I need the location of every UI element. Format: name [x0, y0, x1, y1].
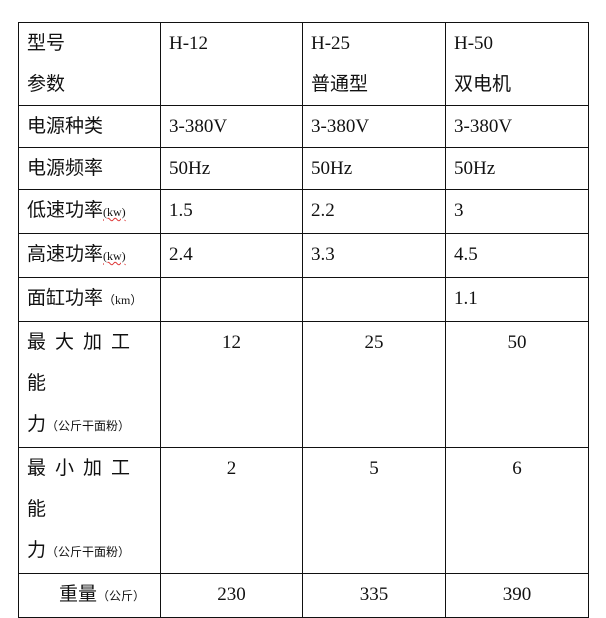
cell: 6 [445, 447, 589, 574]
cell: 4.5 [445, 233, 589, 278]
model-sub: 普通型 [311, 74, 369, 95]
model-cell: H-50 双电机 [445, 22, 589, 106]
table-row: 面缸功率（km） 1.1 [18, 277, 589, 322]
cell: 335 [302, 573, 446, 618]
unit: （km） [103, 293, 143, 307]
cell [302, 277, 446, 322]
cell: 50Hz [445, 147, 589, 190]
cell: 3-380V [445, 105, 589, 148]
cell: 5 [302, 447, 446, 574]
cell: 50 [445, 321, 589, 448]
cell [160, 277, 303, 322]
header-label-cell: 型号 参数 [18, 22, 161, 106]
cell: 2.2 [302, 189, 446, 234]
spec-table: 型号参数 H-12 H-25 普通型 H-50 双电机 电源种类 3-380V 3-… [18, 22, 589, 618]
cell: 1.5 [160, 189, 303, 234]
cell: 50Hz [160, 147, 303, 190]
row-label: 最大加工能 力（公斤干面粉） [18, 321, 161, 448]
row-label: 电源频率 [18, 147, 161, 190]
table-row: 低速功率(kw) 1.5 2.2 3 [18, 189, 589, 234]
unit: (kw) [103, 205, 126, 219]
cell: 2 [160, 447, 303, 574]
table-row: 高速功率(kw) 2.4 3.3 4.5 [18, 233, 589, 278]
table-row: 电源频率 50Hz 50Hz 50Hz [18, 147, 589, 190]
cell: 50Hz [302, 147, 446, 190]
unit: （公斤干面粉） [46, 545, 131, 559]
cell: 12 [160, 321, 303, 448]
table-row: 重量（公斤） 230 335 390 [18, 573, 589, 618]
cell: 3-380V [302, 105, 446, 148]
table-row: 最小加工能 力（公斤干面粉） 2 5 6 [18, 447, 589, 574]
model-name: H-12 [169, 33, 209, 54]
model-cell: H-25 普通型 [302, 22, 446, 106]
model-label: 型号 [27, 33, 66, 54]
model-sub: 双电机 [454, 74, 512, 95]
cell: 1.1 [445, 277, 589, 322]
row-label: 重量（公斤） [18, 573, 161, 618]
table-row: 最大加工能 力（公斤干面粉） 12 25 50 [18, 321, 589, 448]
row-label: 面缸功率（km） [18, 277, 161, 322]
cell: 25 [302, 321, 446, 448]
cell: 3.3 [302, 233, 446, 278]
model-name: H-25 [311, 33, 351, 54]
unit: （公斤干面粉） [46, 419, 131, 433]
model-cell: H-12 [160, 22, 303, 106]
param-label: 参数 [27, 74, 66, 95]
table-row: 电源种类 3-380V 3-380V 3-380V [18, 105, 589, 148]
row-label: 低速功率(kw) [18, 189, 161, 234]
table-header-row: 型号参数 H-12 H-25 普通型 H-50 双电机 [18, 22, 589, 106]
cell: 230 [160, 573, 303, 618]
unit: (kw) [103, 249, 126, 263]
row-label: 最小加工能 力（公斤干面粉） [18, 447, 161, 574]
cell: 3 [445, 189, 589, 234]
cell: 2.4 [160, 233, 303, 278]
row-label: 高速功率(kw) [18, 233, 161, 278]
cell: 390 [445, 573, 589, 618]
row-label: 电源种类 [18, 105, 161, 148]
unit: （公斤） [97, 589, 146, 603]
model-name: H-50 [454, 33, 494, 54]
cell: 3-380V [160, 105, 303, 148]
